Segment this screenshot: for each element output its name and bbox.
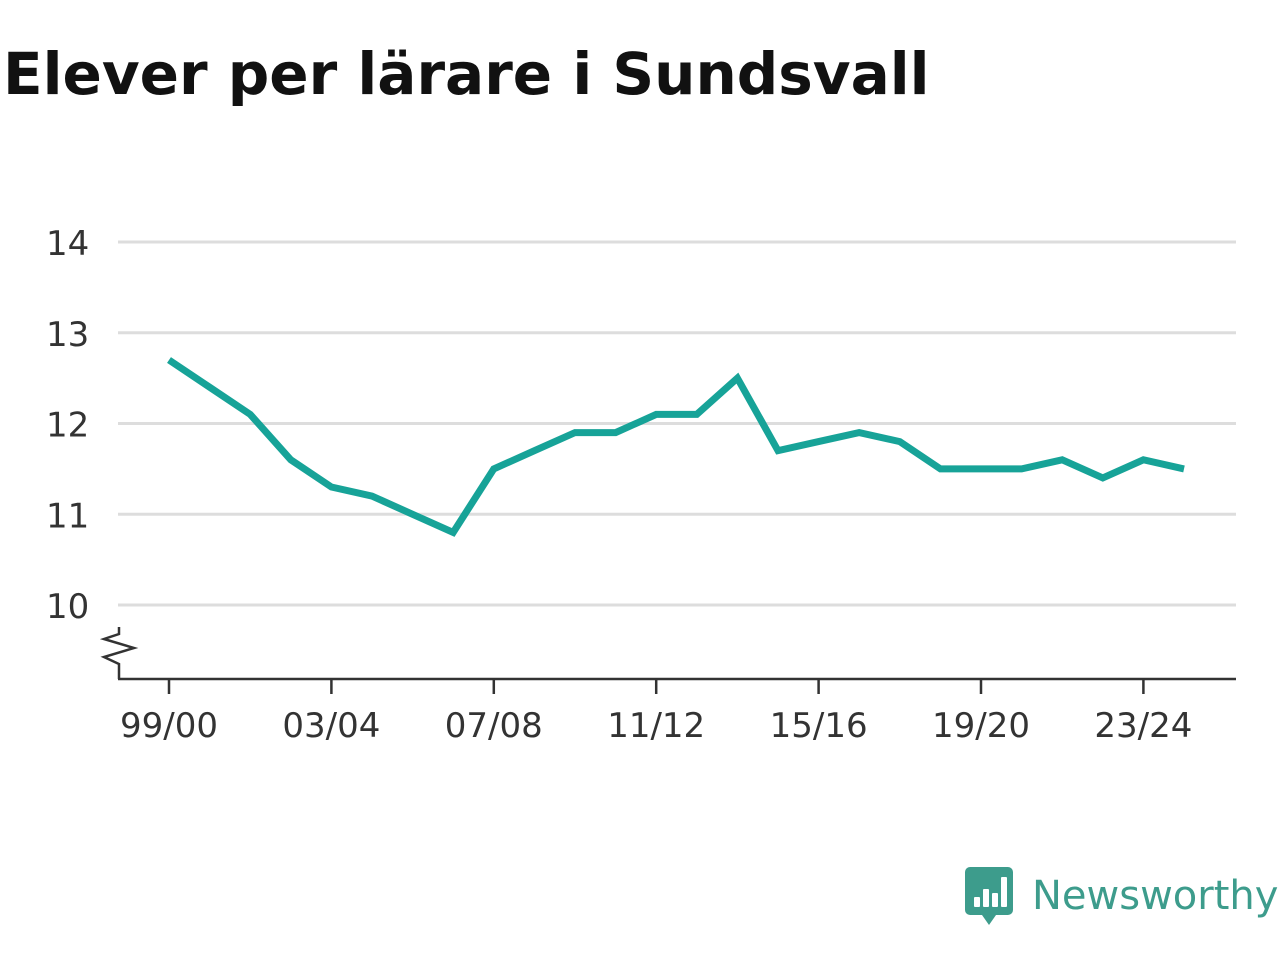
y-tick-label: 10 <box>46 587 89 627</box>
x-axis <box>99 627 1236 681</box>
brand-logo: Newsworthy <box>964 864 1278 928</box>
y-tick-label: 13 <box>46 315 89 355</box>
chart-title: Elever per lärare i Sundsvall <box>3 40 930 108</box>
x-tick-label: 99/00 <box>120 706 218 746</box>
bar-chart-speech-bubble-icon <box>965 867 1013 925</box>
x-tick-label: 11/12 <box>607 706 705 746</box>
x-tick-label: 19/20 <box>932 706 1030 746</box>
x-tick-label: 23/24 <box>1094 706 1192 746</box>
brand-name: Newsworthy <box>1032 873 1279 919</box>
gridlines <box>118 240 1236 607</box>
y-tick-label: 11 <box>46 496 89 536</box>
series-line-0 <box>167 357 1185 537</box>
x-tick-label: 07/08 <box>445 706 543 746</box>
x-axis-ticks: 99/00 03/04 07/08 11/12 15/16 19/20 23/24 <box>120 679 1192 746</box>
y-axis-ticks: 10 11 12 13 14 <box>46 224 89 627</box>
x-tick-label: 03/04 <box>282 706 380 746</box>
x-tick-label: 15/16 <box>770 706 868 746</box>
y-tick-label: 12 <box>46 406 89 446</box>
series <box>167 357 1185 537</box>
y-axis-break-marker <box>99 627 139 679</box>
y-tick-label: 14 <box>46 224 89 264</box>
